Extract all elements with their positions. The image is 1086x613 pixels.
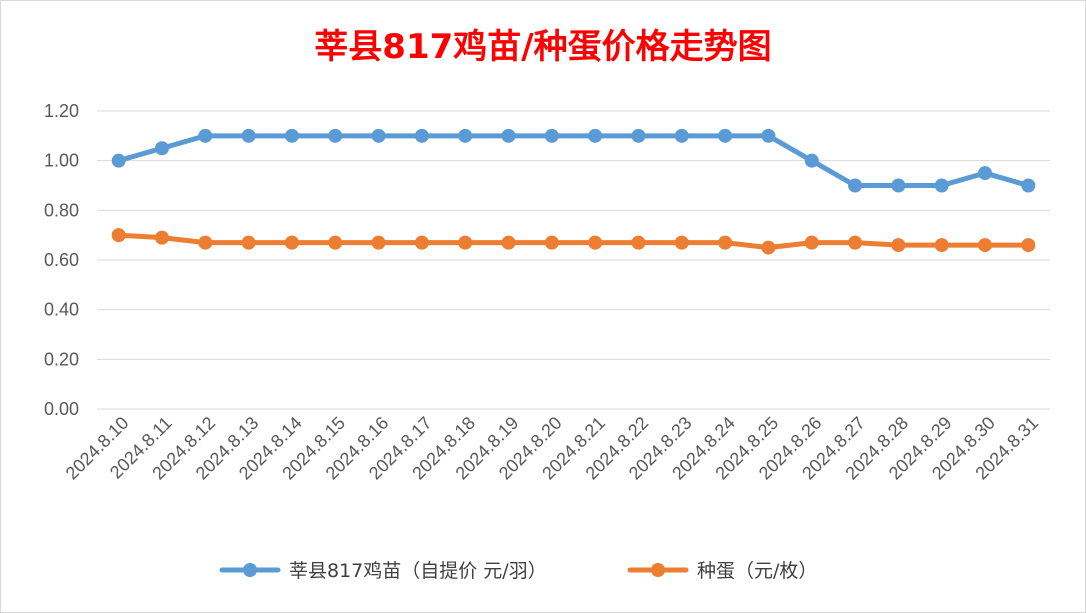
legend-item-1: 种蛋（元/枚） bbox=[627, 560, 817, 582]
data-point bbox=[588, 128, 603, 143]
y-tick-label: 0.40 bbox=[44, 300, 79, 320]
data-point bbox=[154, 141, 169, 156]
data-point bbox=[111, 228, 126, 243]
data-point bbox=[934, 238, 949, 253]
data-point bbox=[978, 238, 993, 253]
data-point bbox=[284, 235, 299, 250]
data-point bbox=[501, 128, 516, 143]
series-0 bbox=[111, 128, 1036, 193]
data-point bbox=[198, 128, 213, 143]
data-point bbox=[458, 128, 473, 143]
data-point bbox=[934, 178, 949, 193]
legend-label: 种蛋（元/枚） bbox=[697, 560, 817, 582]
data-point bbox=[414, 235, 429, 250]
data-point bbox=[848, 235, 863, 250]
data-point bbox=[501, 235, 516, 250]
data-point bbox=[1021, 178, 1036, 193]
data-point bbox=[328, 235, 343, 250]
series-line-0 bbox=[116, 133, 1031, 188]
legend-item-0: 莘县817鸡苗（自提价 元/羽） bbox=[219, 560, 547, 582]
data-point bbox=[848, 178, 863, 193]
data-point bbox=[154, 230, 169, 245]
data-point bbox=[371, 235, 386, 250]
data-point bbox=[891, 178, 906, 193]
data-point bbox=[588, 235, 603, 250]
data-point bbox=[284, 128, 299, 143]
data-point bbox=[978, 166, 993, 181]
chart-title: 莘县817鸡苗/种蛋价格走势图 bbox=[314, 27, 771, 67]
legend: 莘县817鸡苗（自提价 元/羽） 种蛋（元/枚） bbox=[219, 560, 817, 582]
data-point bbox=[674, 235, 689, 250]
data-point bbox=[458, 235, 473, 250]
data-point bbox=[631, 128, 646, 143]
legend-swatch-marker bbox=[651, 563, 665, 577]
y-tick-label: 0.20 bbox=[44, 349, 79, 369]
data-point bbox=[328, 128, 343, 143]
data-point bbox=[241, 235, 256, 250]
series-1 bbox=[111, 228, 1036, 255]
data-point bbox=[718, 128, 733, 143]
data-point bbox=[761, 128, 776, 143]
data-point bbox=[111, 153, 126, 168]
legend-label: 莘县817鸡苗（自提价 元/羽） bbox=[289, 560, 547, 582]
series-layer bbox=[111, 128, 1036, 255]
y-tick-label: 0.60 bbox=[44, 250, 79, 270]
y-tick-label: 1.20 bbox=[44, 101, 79, 121]
data-point bbox=[241, 128, 256, 143]
y-tick-label: 0.80 bbox=[44, 200, 79, 220]
y-axis-ticks: 0.00 0.20 0.40 0.60 0.80 1.00 1.20 bbox=[44, 101, 79, 419]
data-point bbox=[631, 235, 646, 250]
data-point bbox=[891, 238, 906, 253]
data-point bbox=[198, 235, 213, 250]
data-point bbox=[414, 128, 429, 143]
data-point bbox=[718, 235, 733, 250]
data-point bbox=[761, 240, 776, 255]
y-tick-label: 1.00 bbox=[44, 151, 79, 171]
data-point bbox=[544, 235, 559, 250]
data-point bbox=[1021, 238, 1036, 253]
series-line-1 bbox=[116, 232, 1031, 251]
legend-swatch-marker bbox=[243, 563, 257, 577]
gridlines bbox=[97, 110, 1050, 410]
y-tick-label: 0.00 bbox=[44, 399, 79, 419]
data-point bbox=[371, 128, 386, 143]
data-point bbox=[544, 128, 559, 143]
data-point bbox=[804, 153, 819, 168]
data-point bbox=[674, 128, 689, 143]
data-point bbox=[804, 235, 819, 250]
